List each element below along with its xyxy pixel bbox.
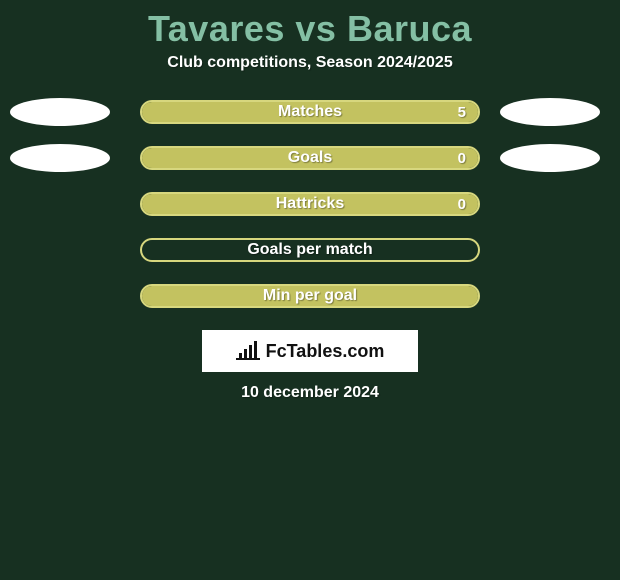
logo: FcTables.com [236, 341, 385, 362]
left-marker [10, 98, 110, 126]
stat-row: Goals 0 [0, 146, 620, 170]
stat-value: 5 [458, 104, 466, 121]
stat-value: 0 [458, 196, 466, 213]
stat-bar: Min per goal [140, 284, 480, 308]
stat-row: Matches 5 [0, 100, 620, 124]
stat-bar: Goals per match [140, 238, 480, 262]
stat-label: Matches [278, 103, 342, 121]
stat-label: Goals [288, 149, 332, 167]
player2-name: Baruca [347, 8, 472, 49]
logo-text: FcTables.com [266, 341, 385, 362]
stat-bar: Goals 0 [140, 146, 480, 170]
left-marker [10, 144, 110, 172]
right-marker [500, 98, 600, 126]
stat-bar: Hattricks 0 [140, 192, 480, 216]
stat-row: Goals per match [0, 238, 620, 262]
logo-box: FcTables.com [202, 330, 418, 372]
stat-label: Goals per match [247, 241, 372, 259]
vs-text: vs [295, 8, 336, 49]
stat-bar: Matches 5 [140, 100, 480, 124]
date-text: 10 december 2024 [0, 384, 620, 402]
bars-chart-icon [236, 341, 260, 361]
comparison-card: Tavares vs Baruca Club competitions, Sea… [0, 0, 620, 580]
stat-label: Min per goal [263, 287, 357, 305]
right-marker [500, 144, 600, 172]
stat-row: Hattricks 0 [0, 192, 620, 216]
stat-value: 0 [458, 150, 466, 167]
bars-section: Matches 5 Goals 0 Hattricks 0 Goals per match M… [0, 100, 620, 308]
player1-name: Tavares [148, 8, 285, 49]
subtitle: Club competitions, Season 2024/2025 [0, 54, 620, 72]
stat-label: Hattricks [276, 195, 344, 213]
stat-row: Min per goal [0, 284, 620, 308]
page-title: Tavares vs Baruca [0, 0, 620, 54]
